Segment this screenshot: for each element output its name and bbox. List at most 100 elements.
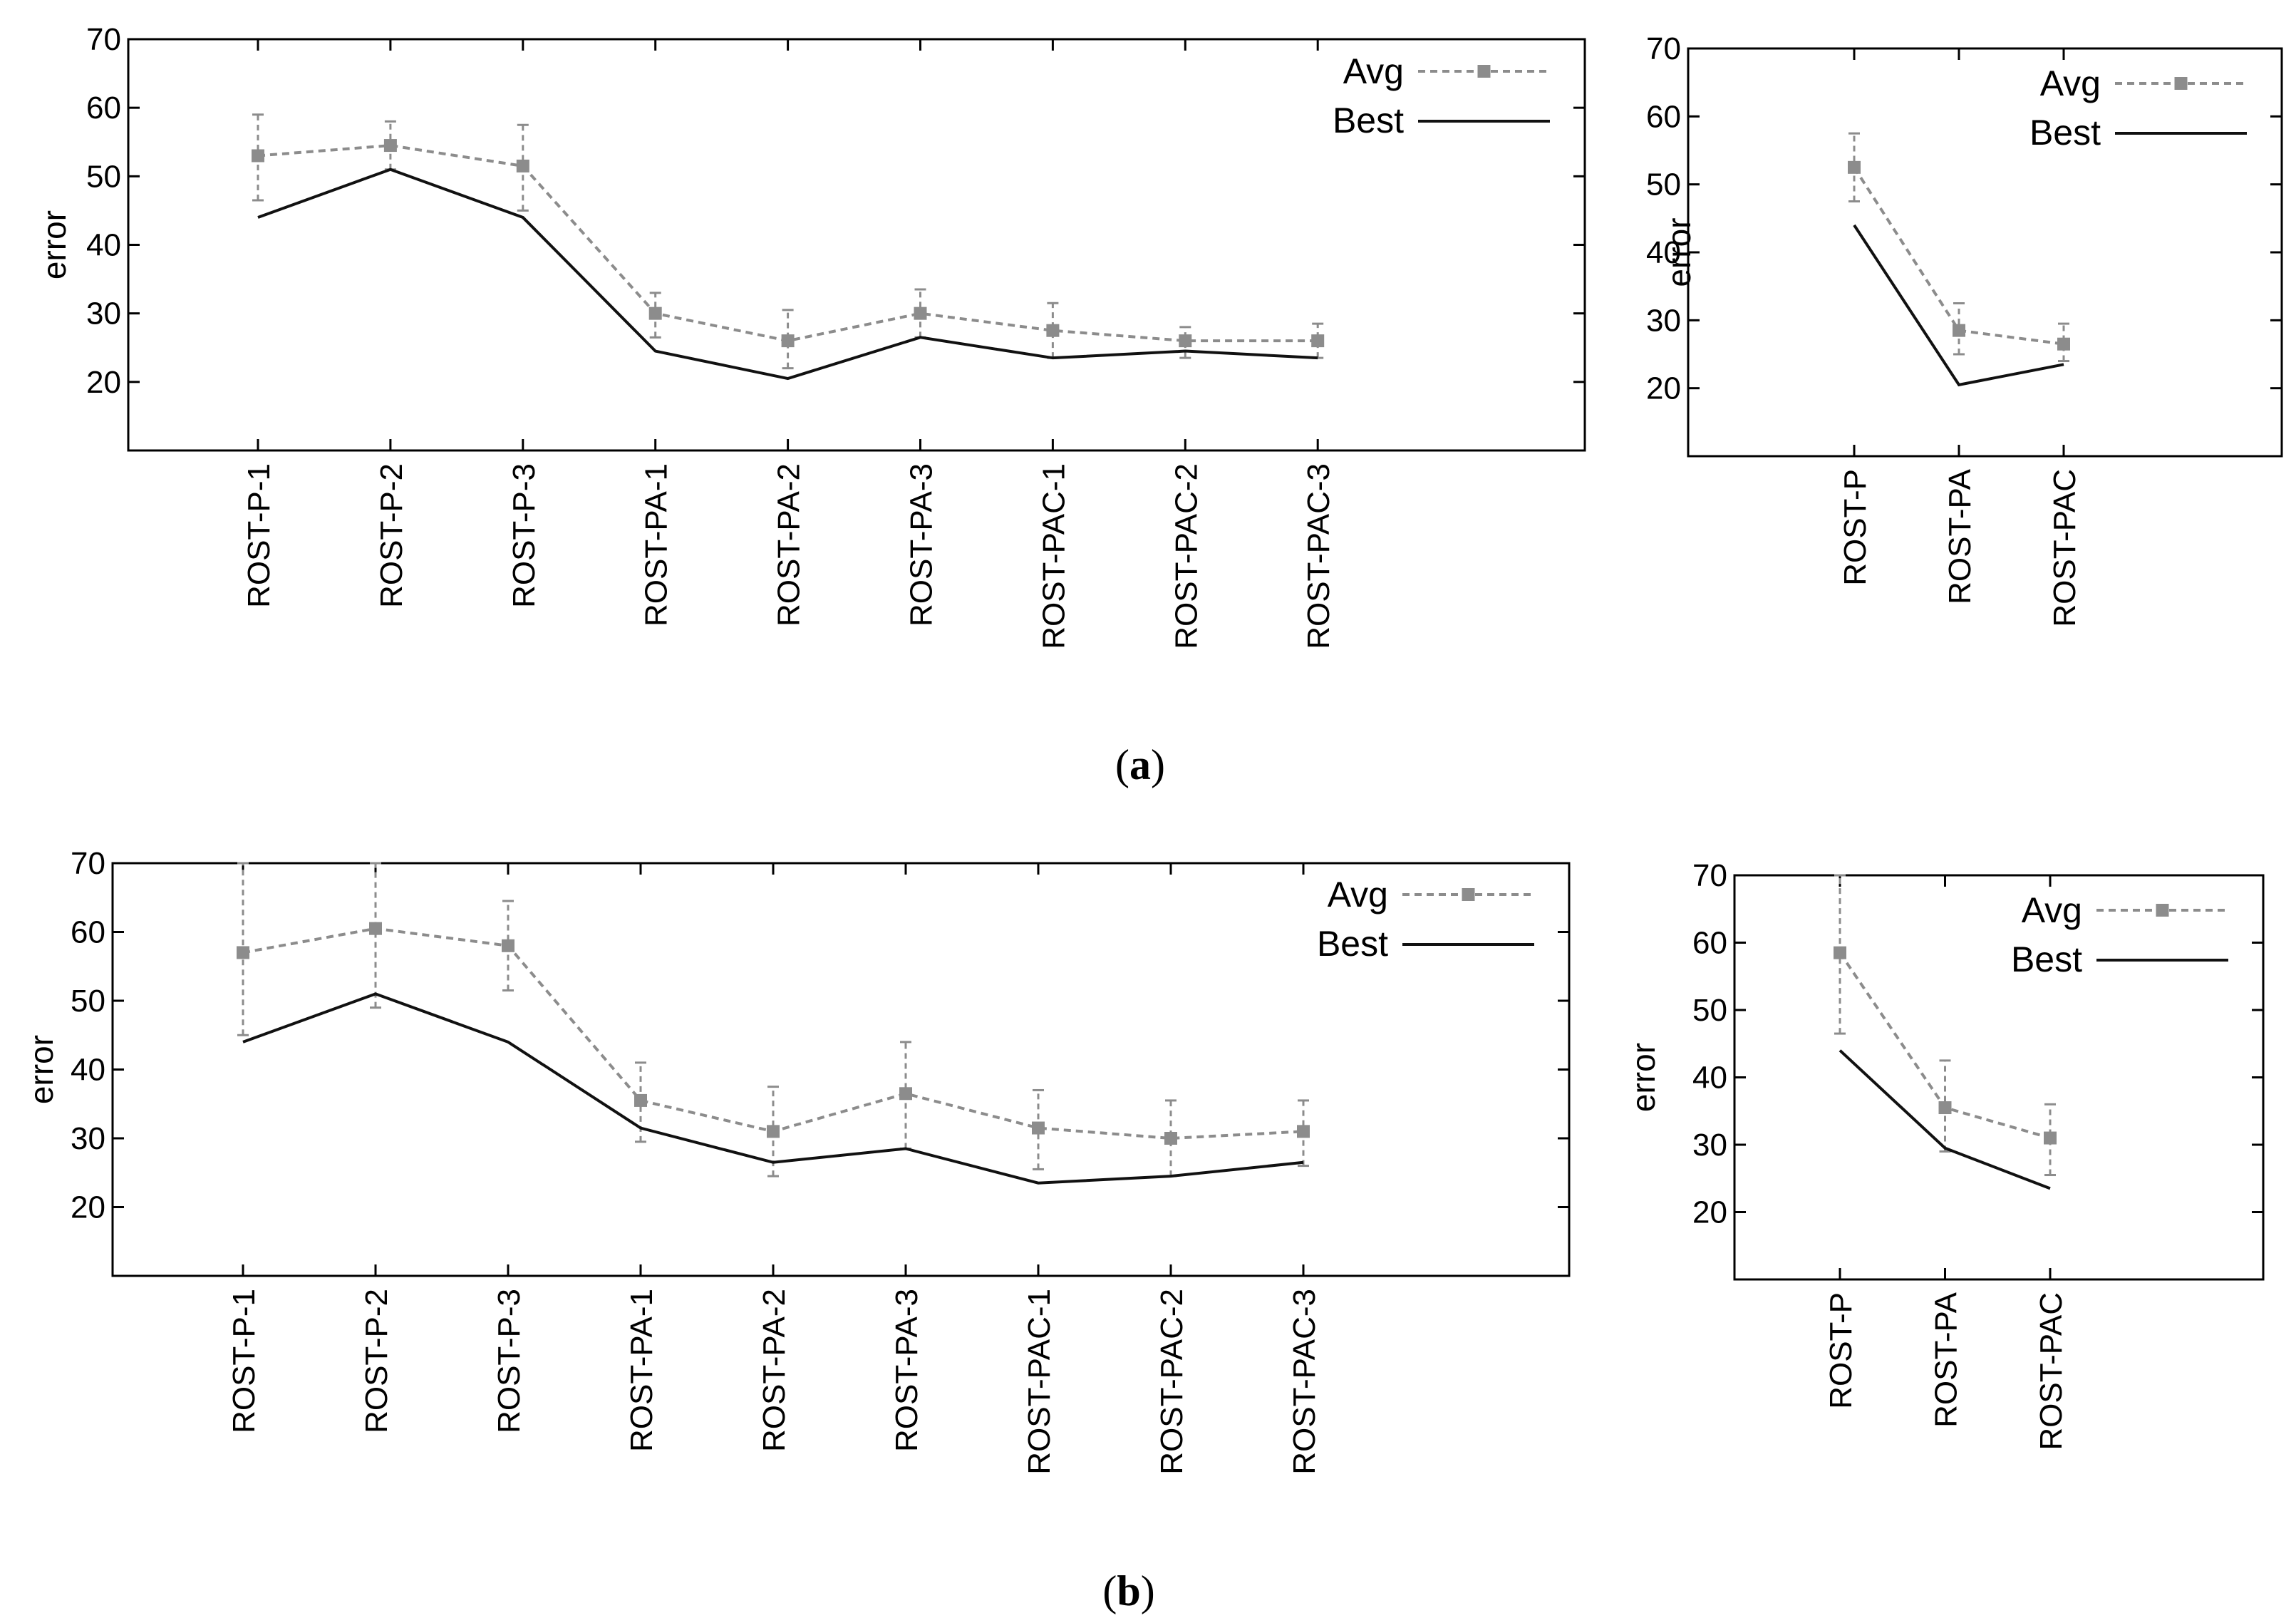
y-tick-label: 60 [86, 91, 121, 125]
x-category-label: ROST-P [1838, 469, 1873, 586]
x-category-label: ROST-PAC-2 [1154, 1289, 1189, 1475]
avg-point [648, 306, 662, 320]
x-category-label: ROST-PA [1929, 1292, 1964, 1428]
avg-point [383, 139, 397, 153]
avg-point [1297, 1125, 1310, 1138]
y-tick-label: 50 [71, 984, 105, 1019]
chart-b-right: 20 30 40 50 60 70 error ROST-P ROST-PA ROST-PAC Av… [1625, 858, 2265, 1451]
caption-a-open: ( [1115, 741, 1129, 788]
x-category-label: ROST-PA [1943, 468, 1977, 604]
avg-point [781, 334, 795, 348]
avg-point [1834, 946, 1846, 959]
x-category-label: ROST-PAC-3 [1287, 1289, 1322, 1475]
plot-frame [1687, 47, 2283, 458]
legend-best-label: Best [2011, 939, 2082, 979]
avg-point [767, 1125, 780, 1138]
y-tick-label: 30 [1692, 1128, 1727, 1163]
avg-point [914, 306, 927, 320]
caption-a-close: ) [1151, 741, 1165, 788]
legend-avg-label: Avg [2022, 890, 2082, 930]
avg-point [1953, 324, 1965, 337]
avg-point [1179, 334, 1192, 348]
x-category-label: ROST-PA-3 [904, 463, 939, 627]
avg-series-line [257, 144, 1318, 343]
best-series-line [242, 992, 1304, 1185]
y-tick-label: 60 [1692, 926, 1727, 961]
y-tick-label: 20 [86, 365, 121, 400]
chart-a-left: 20 30 40 50 60 70 error ROST-P-1 ROST-P-2 ROST-P-… [36, 22, 1586, 649]
legend-avg-marker [1477, 65, 1491, 78]
y-tick-label: 20 [1646, 371, 1681, 406]
y-axis-title: error [1625, 1043, 1662, 1112]
y-tick-label: 70 [86, 22, 121, 57]
y-tick-label: 30 [71, 1121, 105, 1156]
y-tick-label: 50 [86, 159, 121, 194]
avg-point [369, 922, 382, 935]
x-category-label: ROST-PAC-2 [1169, 463, 1204, 649]
avg-point [1848, 160, 1861, 174]
y-axis-title: error [1660, 217, 1697, 287]
plot-frame [1733, 874, 2265, 1281]
caption-b-close: ) [1141, 1567, 1155, 1614]
y-tick-label: 70 [1646, 31, 1681, 66]
chart-a-right: 20 30 40 50 60 70 error ROST-P ROST-PA ROST-PAC Av… [1646, 31, 2283, 627]
avg-point [1032, 1121, 1045, 1135]
x-category-label: ROST-P-1 [227, 1289, 262, 1433]
caption-b-open: ( [1102, 1567, 1117, 1614]
y-tick-label: 40 [71, 1053, 105, 1088]
chart-b-left: 20 30 40 50 60 70 error ROST-P-1 ROST-P-2 ROST-P-… [23, 846, 1571, 1475]
avg-point [2044, 1131, 2057, 1145]
x-category-label: ROST-P-3 [507, 463, 542, 608]
y-tick-label: 40 [1692, 1061, 1727, 1096]
legend-best-label: Best [1333, 101, 1404, 140]
y-tick-label: 70 [71, 846, 105, 881]
avg-point [634, 1093, 647, 1107]
y-tick-label: 70 [1692, 858, 1727, 893]
y-tick-label: 60 [71, 915, 105, 950]
legend-avg-marker [2156, 904, 2169, 917]
x-category-label: ROST-P [1824, 1292, 1858, 1409]
x-category-label: ROST-PA-2 [757, 1289, 792, 1452]
avg-point [1046, 324, 1060, 337]
legend-avg-label: Avg [1328, 875, 1388, 914]
x-category-label: ROST-PA-1 [639, 463, 674, 627]
caption-b-letter: b [1117, 1567, 1140, 1614]
avg-point [1164, 1132, 1177, 1145]
avg-point [516, 159, 529, 172]
y-tick-label: 20 [1692, 1195, 1727, 1230]
x-category-label: ROST-PAC-3 [1301, 463, 1336, 649]
y-tick-label: 30 [1646, 303, 1681, 338]
avg-series-line [1853, 166, 2064, 346]
avg-point [252, 149, 264, 163]
caption-a-letter: a [1129, 741, 1151, 788]
legend-avg-marker [2174, 77, 2188, 90]
avg-series-line [242, 927, 1304, 1140]
y-tick-label: 40 [86, 228, 121, 263]
y-tick-label: 20 [71, 1190, 105, 1225]
x-category-label: ROST-PAC-1 [1036, 463, 1071, 649]
y-axis-title: error [36, 210, 73, 279]
x-category-label: ROST-PAC-1 [1022, 1289, 1057, 1475]
x-category-label: ROST-PA-1 [624, 1289, 659, 1452]
legend-avg-label: Avg [2040, 63, 2101, 103]
best-series-line [257, 168, 1318, 381]
x-category-label: ROST-PAC [2034, 1292, 2069, 1451]
x-category-label: ROST-PAC [2047, 469, 2082, 627]
legend-avg-label: Avg [1343, 51, 1404, 91]
caption-b: (b) [1102, 1567, 1154, 1614]
x-category-label: ROST-P-2 [374, 463, 409, 608]
x-category-label: ROST-P-3 [492, 1289, 527, 1433]
x-category-label: ROST-P-1 [242, 463, 276, 608]
legend-best-label: Best [1317, 924, 1388, 964]
avg-point [237, 946, 249, 959]
x-category-label: ROST-PA-2 [772, 463, 807, 627]
avg-point [1311, 334, 1325, 348]
best-series-line [1853, 224, 2064, 387]
y-tick-label: 40 [1646, 235, 1681, 270]
x-category-label: ROST-PA-3 [889, 1289, 924, 1452]
y-tick-label: 50 [1692, 993, 1727, 1028]
caption-a: (a) [1115, 741, 1165, 788]
legend-best-label: Best [2029, 113, 2101, 153]
avg-point [1938, 1101, 1952, 1115]
